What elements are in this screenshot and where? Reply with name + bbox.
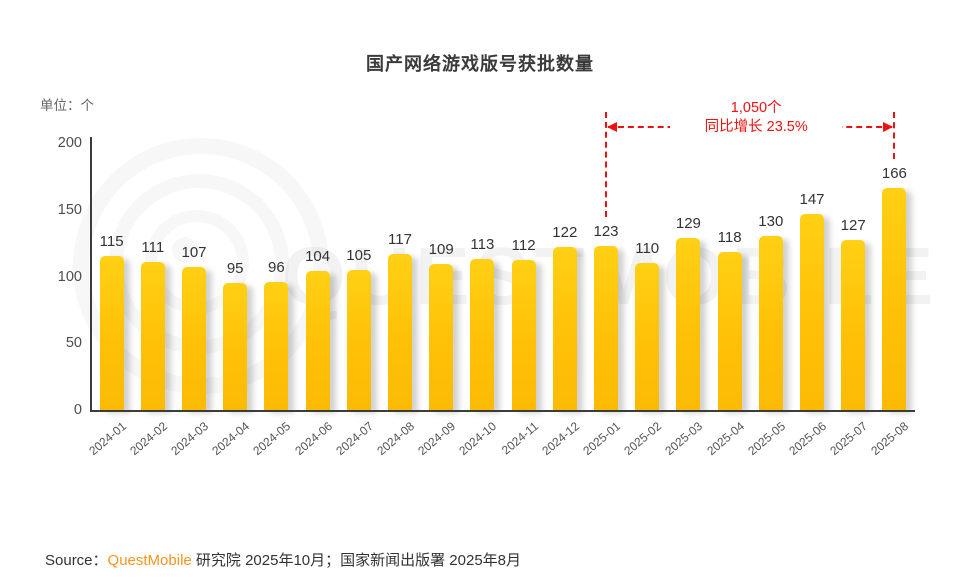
- x-axis-line: [90, 410, 915, 412]
- bar: [882, 188, 907, 410]
- bar: [429, 264, 454, 410]
- y-axis-line: [90, 137, 92, 411]
- unit-label: 单位：个: [40, 98, 94, 113]
- source-brand: QuestMobile: [107, 552, 192, 569]
- bar: [99, 256, 124, 410]
- y-axis-tick-label: 100: [57, 268, 82, 285]
- annotation-arrowhead-left: [607, 122, 617, 132]
- y-axis-tick-label: 200: [57, 135, 82, 151]
- chart-title: 国产网络游戏版号获批数量: [366, 54, 594, 74]
- source-label: Source：: [45, 552, 108, 569]
- bar-value-label: 122: [552, 224, 578, 241]
- bar: [182, 267, 206, 410]
- bar: [552, 247, 577, 410]
- bar-value-label: 112: [511, 237, 536, 254]
- bar: [758, 236, 783, 410]
- bar: [140, 262, 165, 410]
- bar-value-label: 166: [881, 165, 907, 182]
- source-rest: 研究院 2025年10月；国家新闻出版署 2025年8月: [191, 552, 522, 569]
- bar: [223, 283, 248, 410]
- bar: [841, 240, 866, 410]
- y-axis-tick-label: 0: [73, 402, 82, 418]
- bar: [305, 271, 330, 410]
- bar-value-label: 104: [305, 248, 331, 265]
- bar: [635, 263, 660, 410]
- bar-value-label: 115: [99, 233, 124, 250]
- annotation-label: 1,050个同比增长 23.5%: [670, 98, 843, 138]
- y-axis-tick-label: 150: [57, 201, 82, 218]
- bar-value-label: 96: [268, 259, 285, 276]
- bar-value-label: 129: [675, 215, 701, 232]
- bar-value-label: 109: [428, 241, 454, 258]
- bar: [800, 214, 824, 410]
- bar-value-label: 127: [840, 217, 866, 234]
- bar: [511, 260, 536, 410]
- bar-value-label: 113: [470, 236, 495, 253]
- bar: [676, 238, 701, 410]
- bar: [346, 270, 371, 410]
- y-axis-tick-label: 50: [65, 335, 82, 352]
- bar-value-label: 95: [226, 260, 244, 277]
- bar-value-label: 117: [388, 231, 412, 248]
- bar-value-label: 147: [799, 191, 825, 208]
- bar-value-label: 111: [141, 239, 165, 256]
- bar-value-label: 118: [717, 229, 742, 246]
- bar-value-label: 107: [181, 244, 207, 261]
- source-line: Source：QuestMobile 研究院 2025年10月；国家新闻出版署 …: [45, 549, 521, 570]
- bar: [470, 259, 495, 410]
- annotation-growth: 同比增长 23.5%: [704, 119, 808, 135]
- annotation-arrowhead-right: [883, 122, 894, 132]
- annotation-dashed-line-right: [893, 112, 896, 160]
- bar-value-label: 123: [593, 223, 619, 240]
- annotation-total: 1,050个: [730, 100, 782, 116]
- bar-value-label: 110: [635, 240, 660, 257]
- bar-value-label: 130: [758, 213, 784, 230]
- bar: [717, 252, 742, 410]
- annotation-dashed-line-left: [605, 112, 607, 217]
- bar: [264, 282, 289, 410]
- bar: [388, 254, 412, 410]
- bar-value-label: 105: [346, 247, 372, 264]
- bar: [594, 246, 618, 410]
